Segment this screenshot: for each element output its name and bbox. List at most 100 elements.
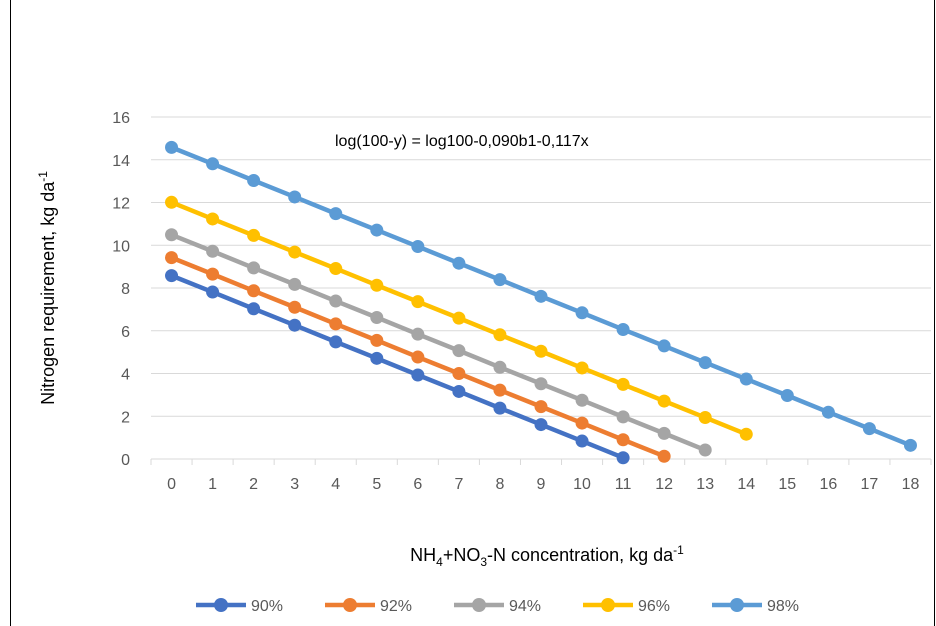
data-point [329,207,343,221]
data-point [534,377,548,391]
data-point [534,344,548,358]
series-94% [165,228,712,457]
x-tick-label: 9 [537,476,546,493]
y-tick-label: 14 [112,153,130,170]
x-tick-label: 17 [861,476,879,493]
data-point [575,393,589,407]
y-tick-label: 4 [121,367,130,384]
data-point [616,451,630,465]
y-tick-label: 10 [112,238,130,255]
legend-swatch-marker [601,598,615,612]
data-point [411,350,425,364]
data-point [247,261,261,275]
series-line [170,273,624,460]
x-tick-label: 4 [331,476,340,493]
data-point [411,240,425,254]
y-tick-label: 2 [121,409,130,426]
data-point [575,306,589,320]
x-tick-label: 13 [696,476,714,493]
data-point [288,245,302,259]
y-tick-label: 8 [121,281,130,298]
data-point [247,302,261,316]
legend-label: 92% [380,598,412,615]
data-point [493,401,507,415]
data-point [493,383,507,397]
legend-label: 94% [509,598,541,615]
data-point [288,277,302,291]
x-tick-label: 18 [902,476,920,493]
x-tick-label: 14 [737,476,755,493]
x-tick-label: 10 [573,476,591,493]
data-point [165,140,179,154]
x-axis-title-p3: -N concentration, kg da [487,545,674,565]
legend-swatch-marker [730,598,744,612]
data-point [247,284,261,298]
data-point [452,367,466,380]
data-point [698,356,712,370]
data-point [288,300,302,314]
data-point [329,262,343,276]
data-point [698,411,712,425]
legend-swatch-marker [472,598,486,612]
gridlines [151,116,931,417]
data-point [206,157,220,171]
data-point [370,223,384,237]
legend-item: 98% [712,598,799,615]
x-tick-labels: 0 1 2 3 4 5 6 7 8 9 10 11 12 13 14 15 16 17 18 [150,459,932,493]
data-point [247,173,261,187]
legend-item: 90% [196,598,283,615]
y-tick-label: 0 [121,452,130,469]
data-point [329,294,343,308]
x-tick-label: 6 [413,476,422,493]
series-90% [165,269,630,465]
x-axis-title: NH4+NO3-N concentration, kg da-1 [410,543,684,569]
y-tick-labels: 0 2 4 6 8 10 12 14 16 [112,110,130,469]
series-line [170,232,707,453]
x-tick-label: 5 [372,476,381,493]
data-point [411,327,425,341]
data-point [903,438,917,452]
data-point [206,244,220,258]
x-tick-label: 8 [495,476,504,493]
data-point [657,426,671,440]
x-axis-title-p1: NH [410,545,436,565]
legend: 90% 92% 94% 96% 98% [196,598,799,615]
data-point [821,405,835,419]
data-point [165,269,179,283]
x-tick-label: 15 [778,476,796,493]
x-tick-label: 12 [655,476,673,493]
data-point [657,449,671,463]
data-point [739,372,753,386]
series-96% [165,195,753,441]
legend-item: 92% [325,598,412,615]
x-axis-title-sup: -1 [673,543,684,557]
x-axis-title-sub2: 3 [480,555,487,569]
legend-label: 96% [638,598,670,615]
x-tick-label: 1 [208,476,217,493]
series-92% [165,251,671,463]
legend-swatch-marker [343,598,357,612]
data-point [370,351,384,365]
data-point [206,285,220,299]
x-axis-title-sub1: 4 [436,555,443,569]
x-tick-label: 3 [290,476,299,493]
y-axis-title: Nitrogen requirement, kg da-1 [36,171,58,405]
chart-frame: 0 2 4 6 8 10 12 14 16 0 1 2 3 4 5 6 7 8 9 10 11 12 13 14 15 16 17… [10,0,935,626]
data-point [698,443,712,457]
series-98% [165,140,917,452]
data-point [165,195,179,209]
x-tick-label: 11 [615,476,632,493]
y-tick-label: 16 [112,110,130,127]
y-axis-title-sup: -1 [36,171,50,182]
series-group [165,140,917,465]
data-point [739,427,753,441]
data-point [370,333,384,347]
legend-item: 96% [583,598,670,615]
data-point [206,212,220,226]
data-point [370,278,384,292]
legend-item: 94% [454,598,541,615]
data-point [534,418,548,432]
y-tick-label: 12 [112,196,130,213]
data-point [288,190,302,204]
